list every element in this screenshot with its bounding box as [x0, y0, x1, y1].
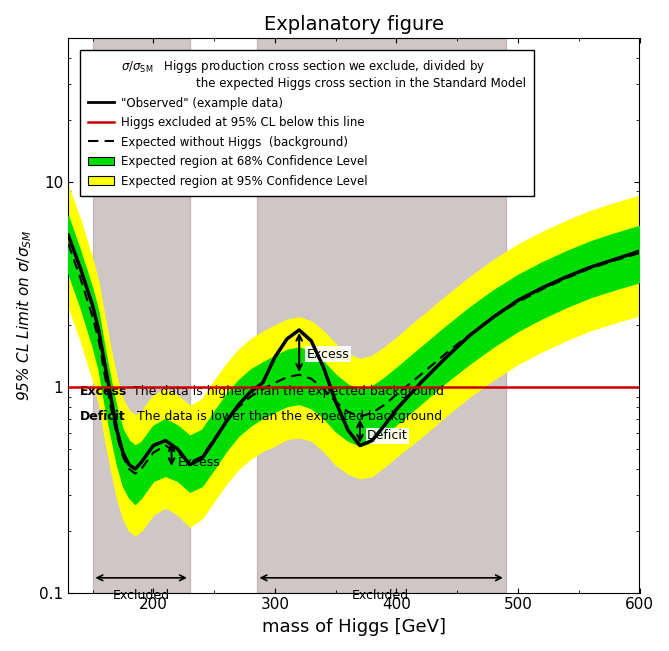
Text: The data is lower than the expected background: The data is lower than the expected back… [125, 409, 442, 422]
Text: Excess: Excess [80, 385, 127, 398]
Text: Deficit: Deficit [367, 429, 408, 442]
Y-axis label: 95% CL Limit on $\sigma/\sigma_{SM}$: 95% CL Limit on $\sigma/\sigma_{SM}$ [15, 230, 33, 401]
Title: Explanatory figure: Explanatory figure [264, 15, 444, 34]
Legend: $\sigma/\sigma_{\mathregular{SM}}$   Higgs production cross section we exclude, : $\sigma/\sigma_{\mathregular{SM}}$ Higgs… [80, 49, 535, 196]
X-axis label: mass of Higgs [GeV]: mass of Higgs [GeV] [262, 618, 446, 636]
Text: Excess: Excess [306, 348, 349, 361]
Text: The data is higher than the expected background: The data is higher than the expected bac… [125, 385, 444, 398]
Bar [257, 38, 506, 592]
Text: Excluded: Excluded [352, 589, 409, 602]
Text: Excluded: Excluded [112, 589, 170, 602]
Bar [92, 38, 190, 592]
Text: Excess: Excess [178, 456, 220, 469]
Text: Deficit: Deficit [80, 409, 125, 422]
